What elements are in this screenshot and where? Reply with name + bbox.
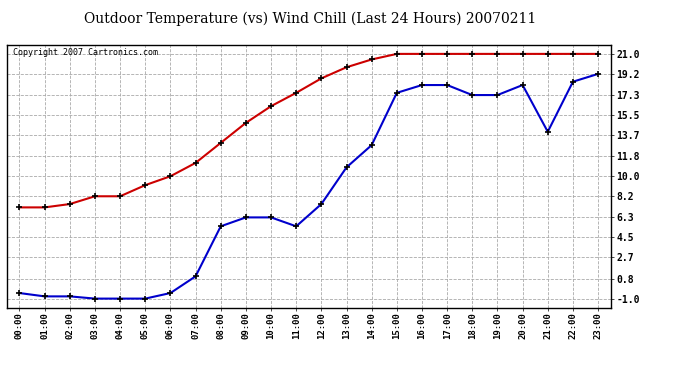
- Text: Copyright 2007 Cartronics.com: Copyright 2007 Cartronics.com: [13, 48, 158, 57]
- Text: Outdoor Temperature (vs) Wind Chill (Last 24 Hours) 20070211: Outdoor Temperature (vs) Wind Chill (Las…: [84, 11, 537, 26]
